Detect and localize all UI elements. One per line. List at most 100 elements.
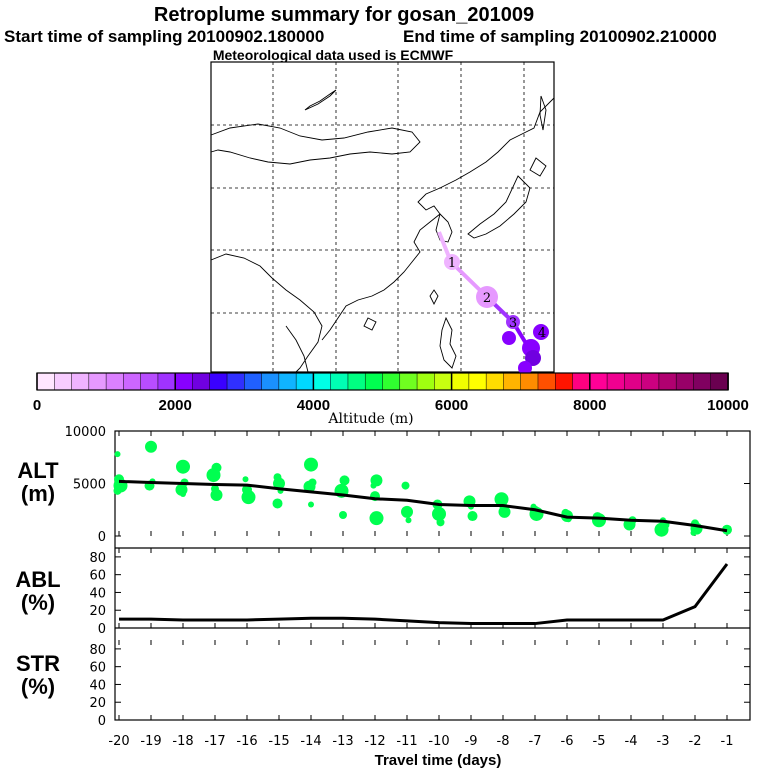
trajectory-label-4: 4 — [538, 326, 546, 341]
panel-ylabel: STR — [16, 651, 60, 676]
series-line — [119, 563, 729, 626]
scatter-point — [308, 501, 314, 508]
xtick-label: -8 — [497, 734, 510, 749]
altitude-colorbar — [36, 372, 729, 391]
scatter-point — [113, 486, 122, 495]
ytick-label: 40 — [89, 678, 106, 693]
xtick-label: -13 — [332, 734, 353, 749]
ytick-label: 60 — [89, 661, 106, 676]
xtick-label: -20 — [108, 734, 129, 749]
scatter-point — [339, 511, 347, 519]
colorbar-swatch — [572, 372, 591, 391]
trajectory-label-3: 3 — [509, 316, 517, 331]
colorbar-swatch — [520, 372, 539, 391]
colorbar-swatch — [624, 372, 643, 391]
colorbar-swatch — [641, 372, 660, 391]
xtick-label: -19 — [140, 734, 161, 749]
scatter-point — [370, 482, 377, 489]
colorbar-swatch — [209, 372, 228, 391]
xtick-label: -10 — [428, 734, 449, 749]
colorbar-swatch — [382, 372, 401, 391]
scatter-point — [206, 468, 221, 483]
scatter-point — [272, 498, 283, 509]
trajectory-blob — [502, 331, 516, 345]
scatter-point — [176, 459, 190, 474]
scatter-point — [114, 451, 121, 458]
xtick-label: -2 — [689, 734, 702, 749]
trajectory-map: 1 2 3 4 — [210, 61, 555, 375]
colorbar-tick-labels: 0 2000 4000 6000 8000 10000 — [33, 397, 749, 414]
scatter-point — [592, 513, 606, 528]
panel-ylabel: ALT — [17, 458, 59, 483]
colorbar-swatch — [364, 372, 384, 391]
colorbar-tick-label: 0 — [33, 397, 41, 414]
scatter-point — [654, 522, 669, 537]
colorbar-swatch — [485, 372, 505, 391]
colorbar-title: Altitude (m) — [327, 411, 413, 427]
trajectory-blob — [518, 361, 532, 375]
colorbar-tick-label: 8000 — [573, 397, 606, 414]
colorbar-tick-label: 2000 — [159, 397, 192, 414]
ytick-label: 60 — [89, 569, 106, 584]
trajectory-label-2: 2 — [483, 291, 491, 306]
colorbar-swatch — [140, 372, 159, 391]
ytick-label: 0 — [98, 622, 106, 637]
xtick-label: -9 — [465, 734, 478, 749]
scatter-point — [467, 511, 478, 522]
panel-ylabel: ABL — [15, 567, 60, 592]
xtick-label: -3 — [657, 734, 670, 749]
colorbar-swatch — [658, 372, 677, 391]
xtick-label: -16 — [236, 734, 257, 749]
map-coastlines — [210, 89, 555, 373]
colorbar-swatch — [693, 372, 712, 391]
scatter-point — [401, 481, 410, 490]
xtick-label: -11 — [396, 734, 417, 749]
xtick-label: -7 — [529, 734, 542, 749]
met-data-label: Meteorological data used is ECMWF — [213, 47, 454, 63]
scatter-point — [273, 477, 285, 490]
xaxis-title: Travel time (days) — [375, 752, 502, 768]
scatter-point — [241, 490, 256, 505]
xtick-label: -4 — [625, 734, 638, 749]
scatter-point — [690, 529, 697, 536]
panel-frame — [114, 430, 751, 721]
colorbar-swatch — [36, 372, 56, 391]
xtick-label: -5 — [593, 734, 606, 749]
xtick-label: -18 — [172, 734, 193, 749]
scatter-point — [145, 440, 157, 453]
trajectory-marker-day4 — [533, 324, 549, 340]
trajectory-marker-day1 — [444, 254, 460, 270]
colorbar-tick-label: 6000 — [435, 397, 468, 414]
colorbar-swatch — [347, 372, 366, 391]
colorbar-swatch — [468, 372, 487, 391]
ytick-label: 5000 — [73, 478, 106, 493]
xtick-label: -17 — [204, 734, 225, 749]
colorbar-swatch — [54, 372, 73, 391]
start-time-label: Start time of sampling 20100902.180000 — [4, 27, 324, 46]
colorbar-swatch — [537, 372, 556, 391]
colorbar-swatch — [313, 372, 332, 391]
scatter-point — [242, 476, 249, 483]
ytick-label: 10000 — [65, 425, 106, 440]
scatter-point — [303, 480, 316, 493]
colorbar-swatch — [278, 372, 297, 391]
scatter-point — [436, 518, 445, 527]
colorbar-swatch — [295, 372, 315, 391]
colorbar-swatch — [123, 372, 142, 391]
scatter-point — [339, 475, 350, 486]
panel-ylabel-unit: (m) — [21, 481, 55, 506]
ytick-label: 0 — [98, 714, 106, 729]
scatter-point — [498, 505, 511, 518]
scatter-point — [210, 489, 223, 502]
trajectory-label-1: 1 — [448, 256, 456, 271]
ytick-label: 20 — [89, 604, 106, 619]
colorbar-swatch — [555, 372, 574, 391]
ytick-label: 80 — [89, 643, 106, 658]
colorbar-swatch — [399, 372, 418, 391]
xtick-label: -15 — [268, 734, 289, 749]
trajectory-marker-day3 — [506, 315, 520, 329]
scatter-point — [304, 457, 318, 472]
colorbar-swatch — [451, 372, 470, 391]
colorbar-swatch — [675, 372, 695, 391]
colorbar-swatch — [710, 372, 729, 391]
